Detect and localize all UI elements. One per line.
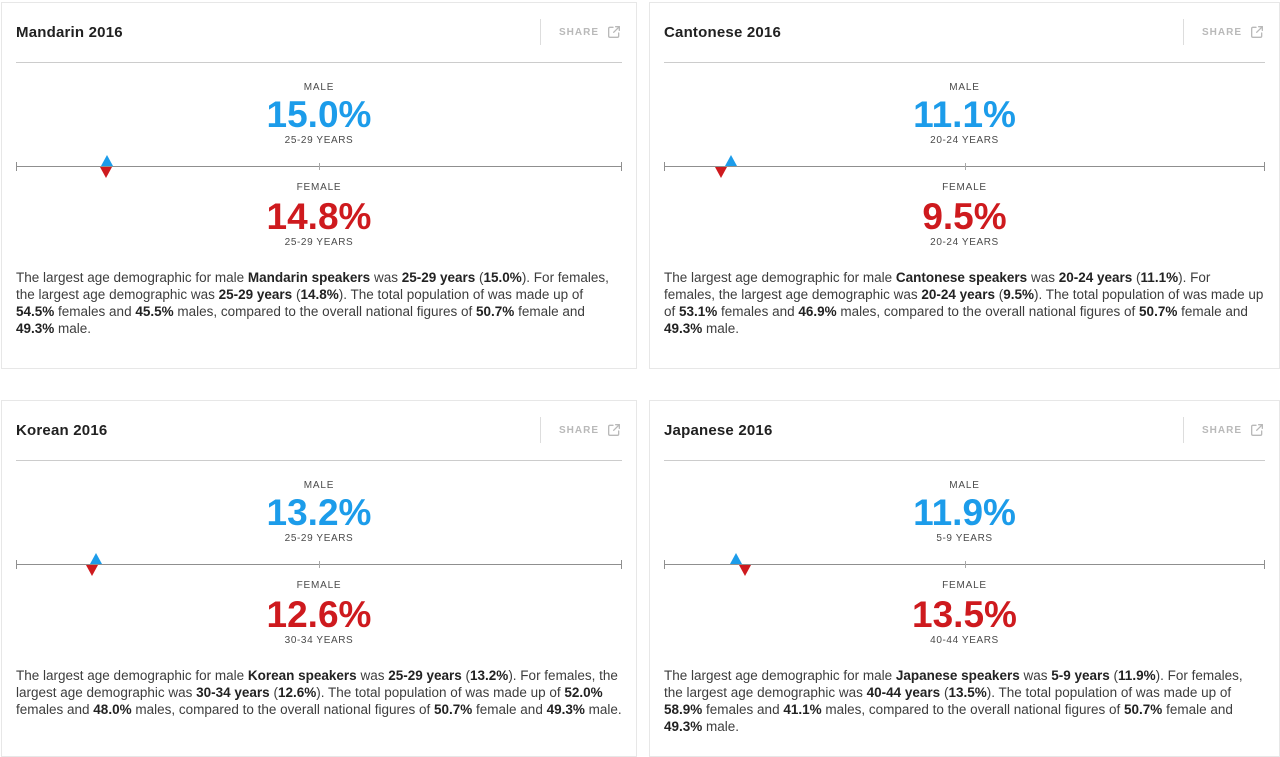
female-value: 13.5% xyxy=(912,594,1017,635)
age-percentage-scale xyxy=(16,550,622,578)
female-age-range: 25-29 YEARS xyxy=(284,237,354,248)
female-age-range: 30-34 YEARS xyxy=(284,635,354,646)
description-text: The largest age demographic for male Kor… xyxy=(16,668,622,717)
age-percentage-scale xyxy=(664,152,1265,180)
share-icon xyxy=(608,26,620,38)
stat-card: Mandarin 2016 SHARE MALE 15.0% 25-29 YEA… xyxy=(1,2,637,369)
panel-title: Mandarin 2016 xyxy=(16,23,123,41)
description-text: The largest age demographic for male Man… xyxy=(16,270,609,336)
male-value: 11.1% xyxy=(913,94,1016,135)
age-percentage-scale xyxy=(664,550,1265,578)
male-label: MALE xyxy=(303,82,335,93)
female-age-range: 40-44 YEARS xyxy=(930,635,999,646)
female-stat: FEMALE 13.5% 40-44 YEARS xyxy=(664,580,1265,646)
share-label: SHARE xyxy=(1201,424,1242,436)
female-age-range: 20-24 YEARS xyxy=(930,237,999,248)
share-icon xyxy=(608,424,620,436)
male-label: MALE xyxy=(949,82,980,93)
female-marker-icon xyxy=(86,565,99,576)
male-age-range: 25-29 YEARS xyxy=(284,533,354,544)
share-icon xyxy=(1251,26,1263,38)
female-label: FEMALE xyxy=(296,580,342,591)
card-header: Mandarin 2016 SHARE xyxy=(16,3,622,63)
scale-tick-start xyxy=(16,161,17,171)
share-label: SHARE xyxy=(558,26,599,38)
scale-tick-middle xyxy=(319,560,320,568)
scale-tick-middle xyxy=(964,162,966,170)
share-button[interactable]: SHARE xyxy=(539,417,622,443)
scale-tick-middle xyxy=(964,560,966,568)
stat-card: Cantonese 2016 SHARE MALE 11.1% 20-24 YE… xyxy=(649,2,1280,369)
female-stat: FEMALE 12.6% 30-34 YEARS xyxy=(16,580,622,646)
share-icon xyxy=(1251,424,1263,436)
male-marker-icon xyxy=(729,553,742,564)
scale-tick-end xyxy=(621,559,622,569)
panel-title: Korean 2016 xyxy=(16,421,108,439)
female-value: 14.8% xyxy=(266,196,372,237)
male-label: MALE xyxy=(949,480,980,491)
male-age-range: 20-24 YEARS xyxy=(930,135,999,146)
male-marker-icon xyxy=(724,155,737,166)
female-marker-icon xyxy=(715,167,728,178)
male-label: MALE xyxy=(303,480,335,491)
male-stat: MALE 15.0% 25-29 YEARS xyxy=(16,82,622,146)
card-header: Korean 2016 SHARE xyxy=(16,401,622,461)
female-stat: FEMALE 9.5% 20-24 YEARS xyxy=(664,182,1265,248)
male-stat: MALE 11.1% 20-24 YEARS xyxy=(664,82,1265,146)
share-label: SHARE xyxy=(1201,26,1242,38)
female-stat: FEMALE 14.8% 25-29 YEARS xyxy=(16,182,622,248)
share-button[interactable]: SHARE xyxy=(1182,19,1265,45)
female-label: FEMALE xyxy=(296,182,342,193)
scale-tick-end xyxy=(1264,161,1265,171)
male-value: 15.0% xyxy=(266,94,372,135)
female-value: 12.6% xyxy=(266,594,372,635)
male-stat: MALE 13.2% 25-29 YEARS xyxy=(16,480,622,544)
share-button[interactable]: SHARE xyxy=(1182,417,1265,443)
female-marker-icon xyxy=(99,167,112,178)
male-age-range: 5-9 YEARS xyxy=(936,533,993,544)
share-button[interactable]: SHARE xyxy=(539,19,622,45)
female-label: FEMALE xyxy=(942,580,987,591)
male-age-range: 25-29 YEARS xyxy=(284,135,354,146)
card-header: Cantonese 2016 SHARE xyxy=(664,3,1265,63)
scale-tick-middle xyxy=(319,162,320,170)
male-stat: MALE 11.9% 5-9 YEARS xyxy=(664,480,1265,544)
card-header: Japanese 2016 SHARE xyxy=(664,401,1265,461)
female-marker-icon xyxy=(739,565,752,576)
scale-tick-start xyxy=(16,559,17,569)
description-text: The largest age demographic for male Can… xyxy=(664,270,1264,336)
female-label: FEMALE xyxy=(942,182,987,193)
panel-title: Cantonese 2016 xyxy=(664,23,782,41)
scale-tick-end xyxy=(1264,559,1265,569)
scale-tick-end xyxy=(621,161,622,171)
male-value: 13.2% xyxy=(266,492,372,533)
panel-title: Japanese 2016 xyxy=(664,421,773,439)
age-percentage-scale xyxy=(16,152,622,180)
share-label: SHARE xyxy=(558,424,599,436)
male-marker-icon xyxy=(89,553,102,564)
stat-card: Japanese 2016 SHARE MALE 11.9% 5-9 YEARS xyxy=(649,400,1280,757)
stat-card: Korean 2016 SHARE MALE 13.2% 25-29 YEARS xyxy=(1,400,637,757)
description-text: The largest age demographic for male Jap… xyxy=(664,668,1243,734)
male-value: 11.9% xyxy=(913,492,1016,533)
scale-tick-start xyxy=(664,559,665,569)
scale-tick-start xyxy=(664,161,665,171)
male-marker-icon xyxy=(100,155,113,166)
female-value: 9.5% xyxy=(922,196,1007,237)
